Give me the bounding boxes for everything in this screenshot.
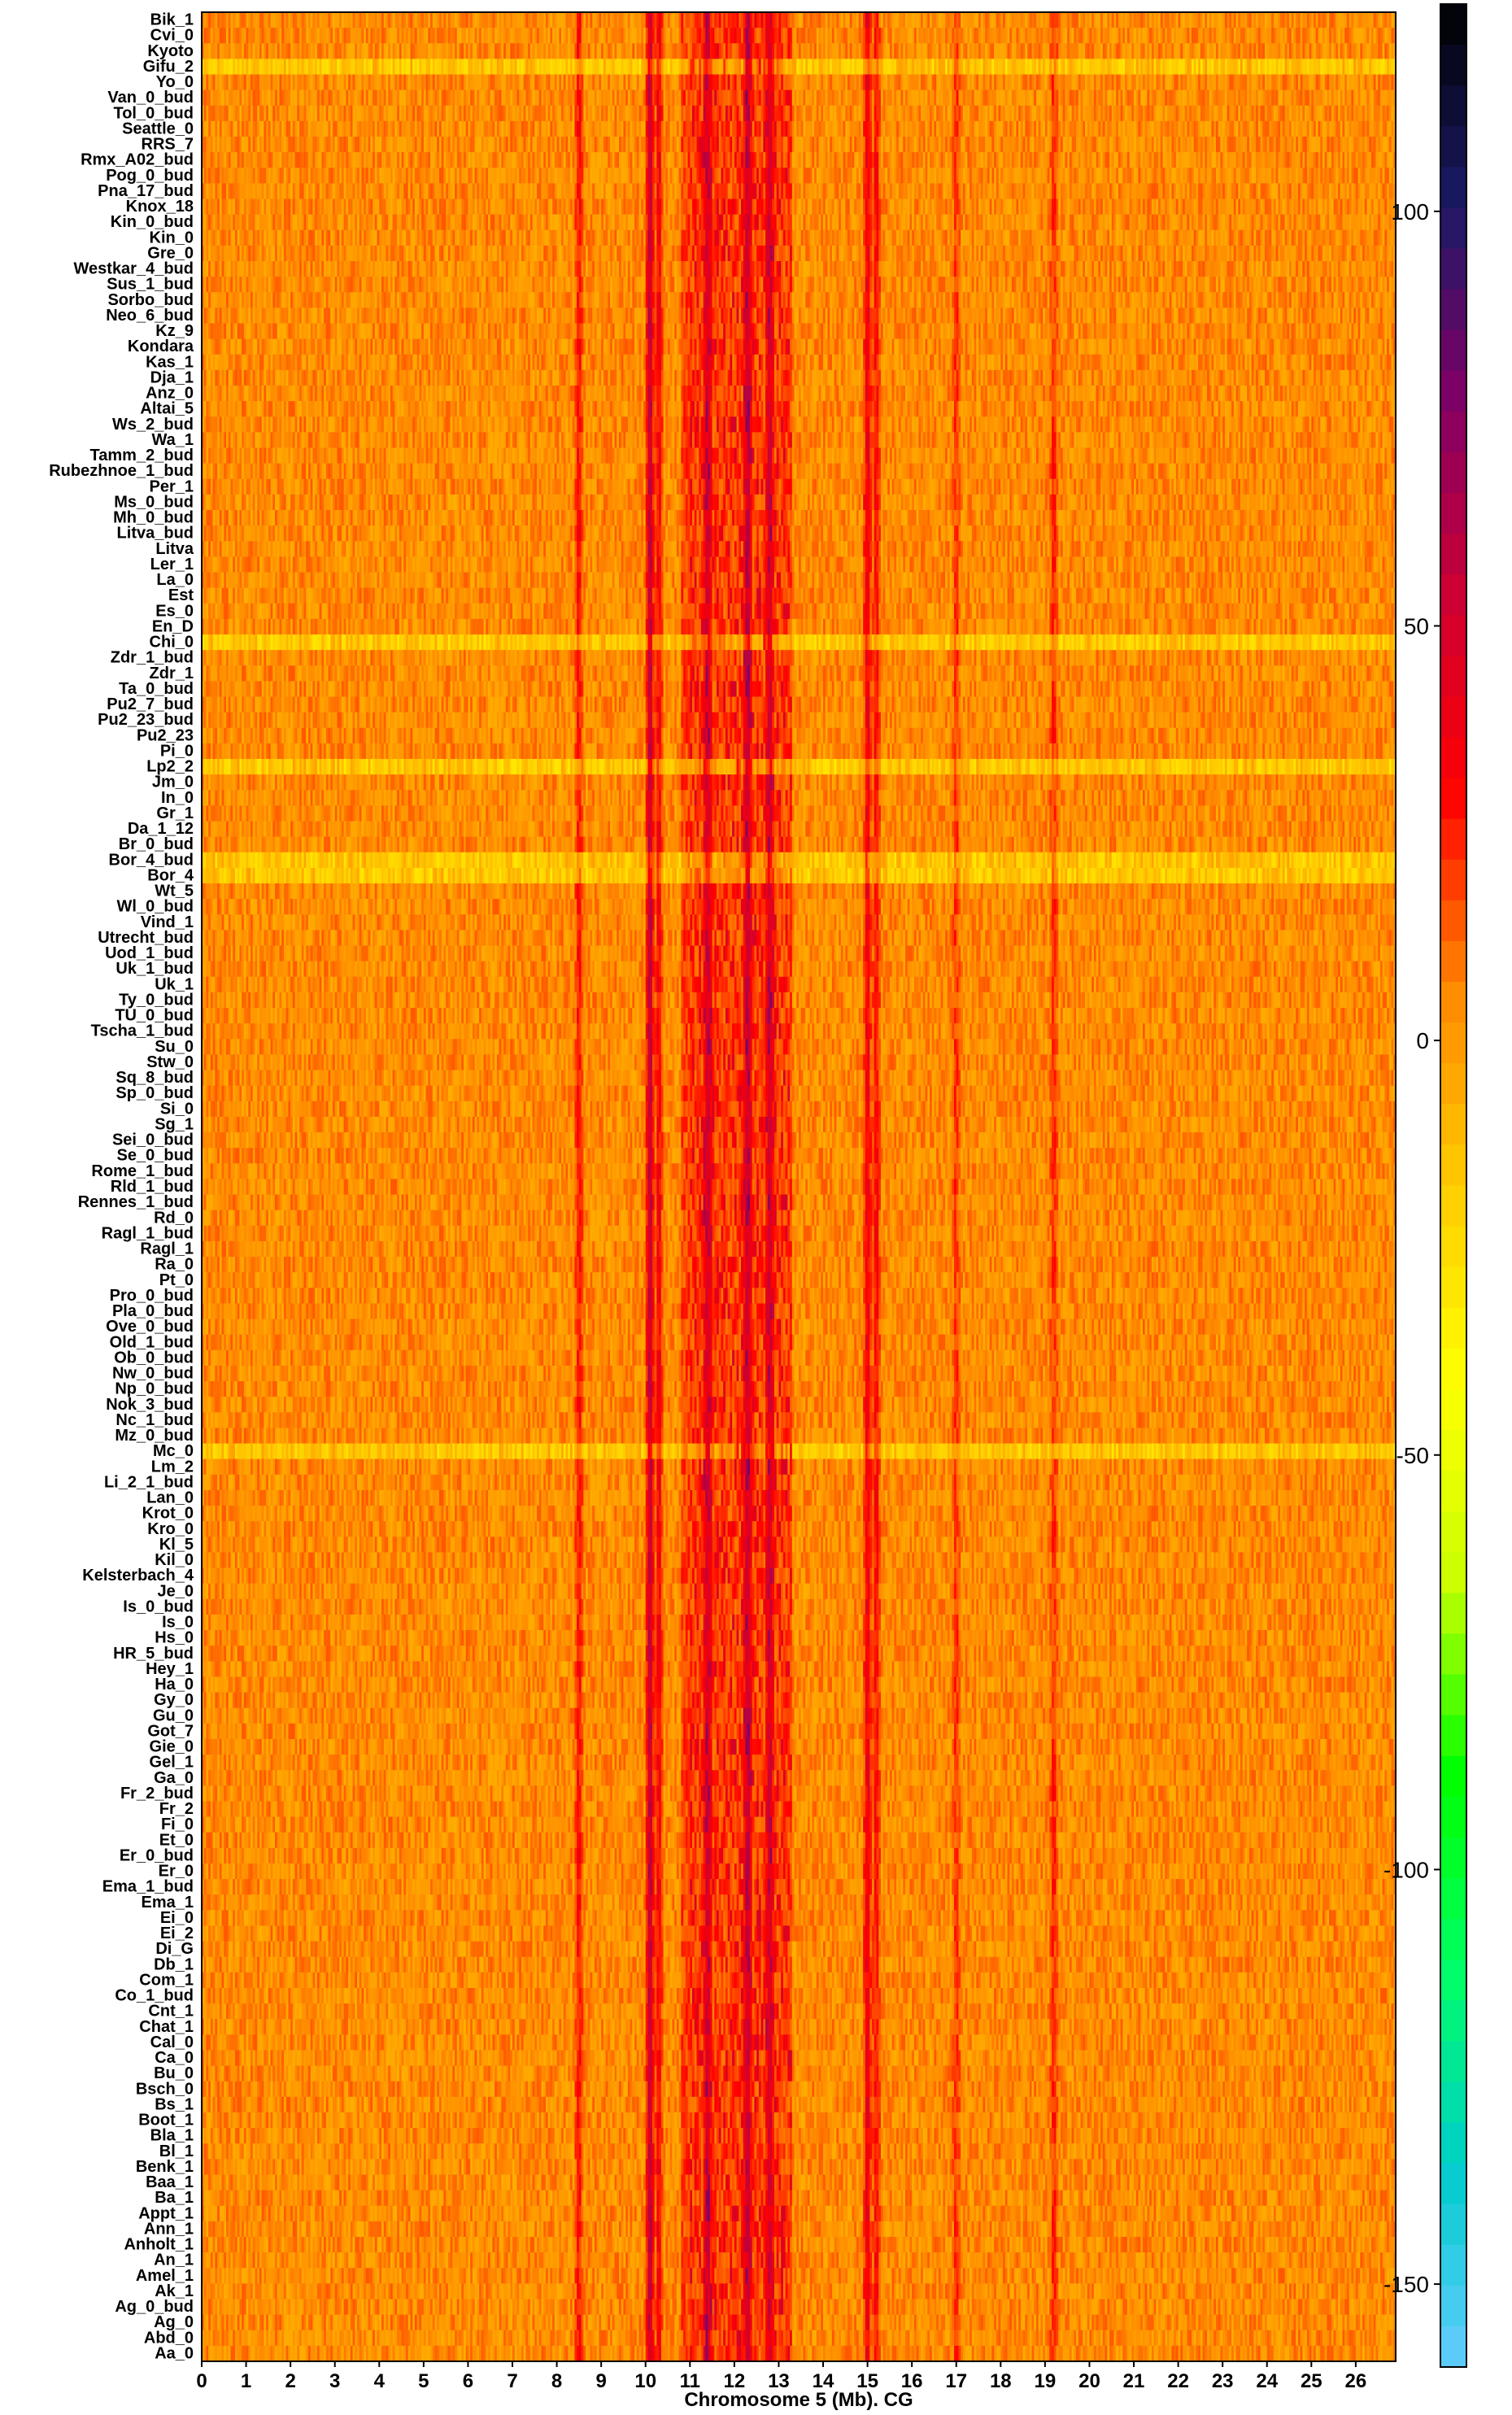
heatmap-row (202, 12, 1397, 28)
row-labels: Bik_1Cvi_0KyotoGifu_2Yo_0Van_0_budTol_0_… (49, 11, 194, 2363)
heatmap-row (202, 28, 1397, 44)
heatmap-row (202, 43, 1397, 59)
row-label: Aa_0 (155, 2344, 194, 2362)
heatmap-cells (202, 12, 1397, 2362)
